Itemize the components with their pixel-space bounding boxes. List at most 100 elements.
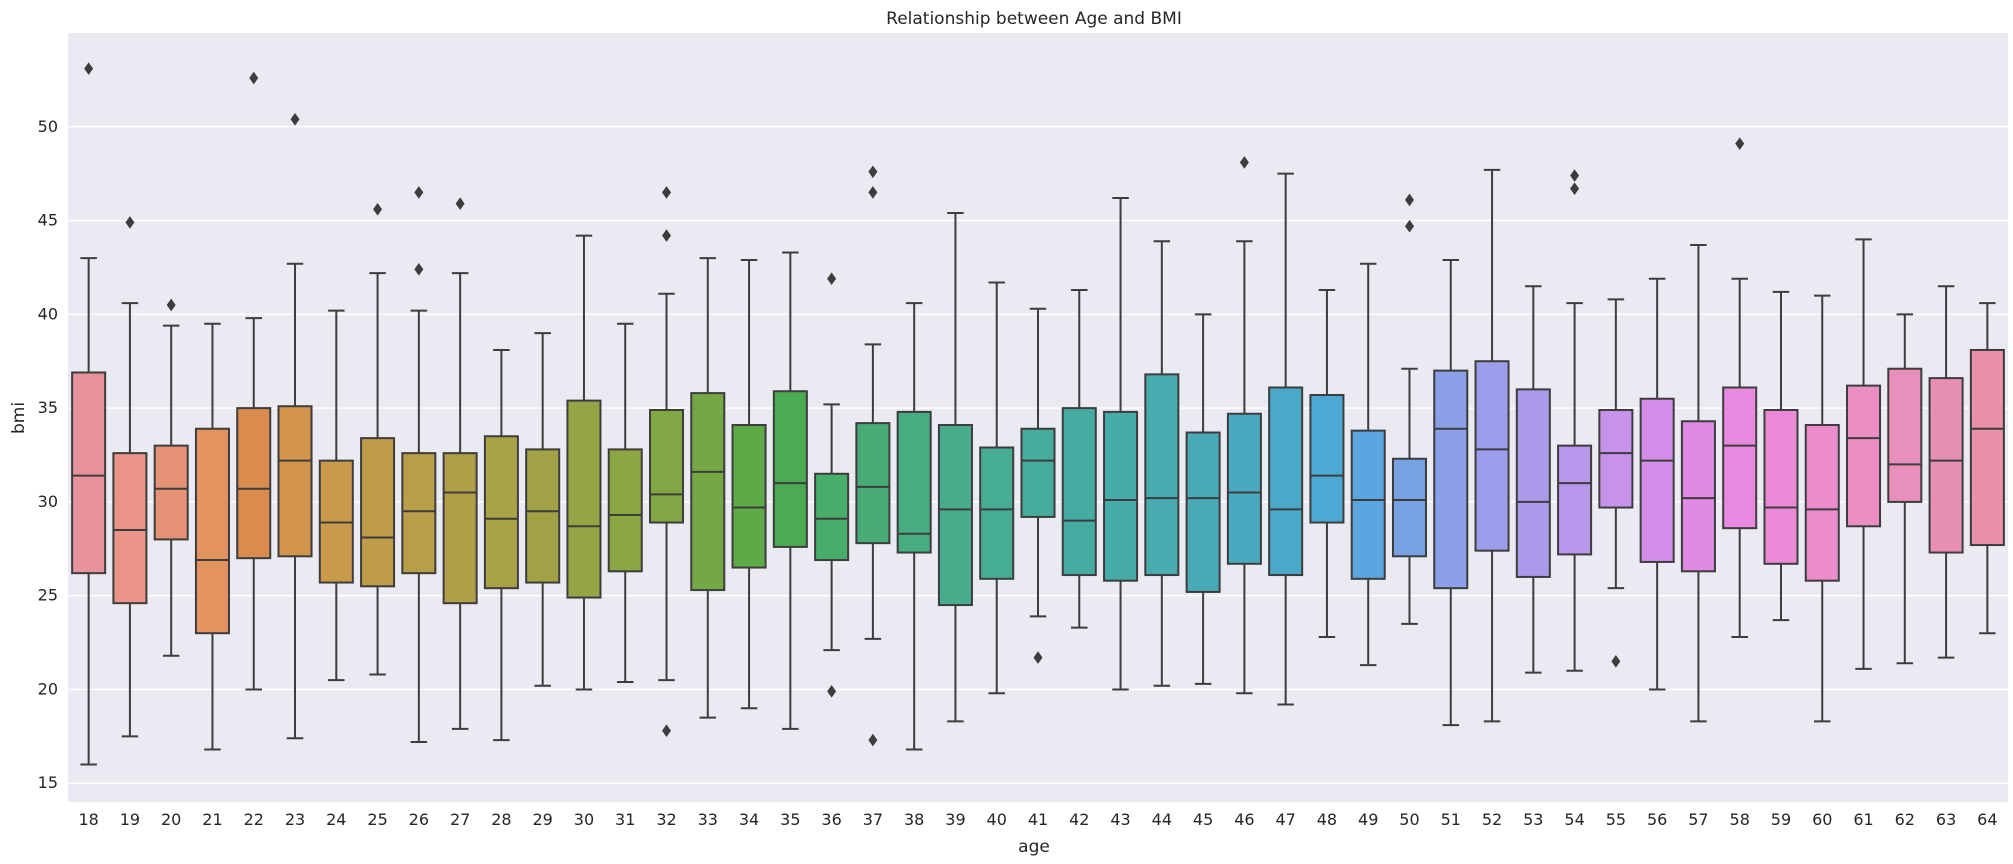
- outlier-point: [125, 216, 135, 229]
- outlier-point: [662, 724, 672, 738]
- x-tick-label-57: 57: [1688, 810, 1708, 829]
- iqr-box: [1185, 431, 1221, 593]
- box-age-30: [566, 234, 602, 691]
- iqr-box: [814, 472, 850, 562]
- box-age-58: [1722, 137, 1758, 638]
- outlier-point: [455, 197, 465, 210]
- iqr-box: [1350, 429, 1386, 580]
- y-tick-label-40: 40: [38, 304, 58, 323]
- iqr-box: [1268, 386, 1304, 577]
- box-age-29: [525, 332, 561, 687]
- x-tick-label-63: 63: [1936, 810, 1956, 829]
- outlier-point: [1570, 182, 1580, 195]
- iqr-box: [1928, 377, 1964, 554]
- outlier-point: [1570, 169, 1580, 182]
- x-tick-label-36: 36: [821, 810, 841, 829]
- x-tick-label-20: 20: [161, 810, 181, 829]
- iqr-box: [525, 448, 561, 584]
- box-age-52: [1474, 168, 1510, 723]
- y-tick-labels: 15 20 25 30 35 40 45 50: [38, 117, 58, 792]
- box-age-24: [318, 309, 354, 682]
- x-tick-label-56: 56: [1647, 810, 1667, 829]
- iqr-box: [896, 410, 932, 554]
- outlier-point: [249, 71, 259, 85]
- iqr-box: [855, 422, 891, 545]
- box-age-26: [401, 186, 437, 743]
- box-age-51: [1433, 258, 1469, 727]
- iqr-box: [1391, 457, 1428, 558]
- box-age-38: [896, 302, 932, 751]
- outlier-point: [1611, 655, 1621, 668]
- box-age-27: [442, 197, 478, 730]
- box-age-61: [1846, 238, 1882, 670]
- box-age-44: [1144, 240, 1180, 687]
- box-age-36: [814, 272, 850, 698]
- iqr-box: [731, 424, 767, 569]
- x-tick-label-23: 23: [285, 810, 305, 829]
- iqr-box: [1722, 386, 1758, 530]
- box-age-56: [1639, 277, 1675, 691]
- outlier-point: [373, 203, 383, 216]
- box-age-50: [1391, 193, 1428, 625]
- outlier-point: [1404, 219, 1414, 233]
- iqr-box: [1887, 367, 1923, 503]
- iqr-box: [442, 452, 478, 605]
- box-age-64: [1969, 302, 2005, 635]
- box-age-40: [979, 281, 1015, 695]
- y-tick-label-15: 15: [38, 773, 58, 792]
- y-axis-label: bmi: [9, 402, 29, 434]
- iqr-box: [649, 408, 685, 524]
- box-age-39: [937, 212, 973, 723]
- iqr-box: [360, 437, 396, 588]
- x-tick-label-31: 31: [615, 810, 635, 829]
- x-tick-label-45: 45: [1193, 810, 1213, 829]
- x-tick-label-60: 60: [1812, 810, 1832, 829]
- iqr-box: [1474, 360, 1510, 552]
- x-tick-label-33: 33: [698, 810, 718, 829]
- iqr-box: [1226, 412, 1262, 565]
- box-age-54: [1557, 169, 1593, 672]
- x-tick-label-22: 22: [244, 810, 264, 829]
- box-age-49: [1350, 262, 1386, 667]
- x-tick-label-44: 44: [1152, 810, 1172, 829]
- x-tick-label-46: 46: [1234, 810, 1254, 829]
- x-tick-label-30: 30: [574, 810, 594, 829]
- x-tick-label-50: 50: [1399, 810, 1419, 829]
- x-tick-label-21: 21: [202, 810, 222, 829]
- x-tick-label-24: 24: [326, 810, 346, 829]
- box-age-28: [483, 348, 519, 742]
- box-age-46: [1226, 156, 1262, 695]
- iqr-box: [1020, 427, 1056, 518]
- y-tick-label-35: 35: [38, 398, 58, 417]
- iqr-box: [1804, 424, 1840, 582]
- box-age-34: [731, 258, 767, 710]
- x-tick-label-53: 53: [1523, 810, 1543, 829]
- x-tick-label-52: 52: [1482, 810, 1502, 829]
- outlier-point: [662, 186, 672, 199]
- box-age-43: [1103, 197, 1139, 691]
- iqr-box: [1515, 388, 1551, 578]
- x-tick-label-51: 51: [1441, 810, 1461, 829]
- outlier-point: [662, 229, 672, 242]
- x-tick-label-39: 39: [945, 810, 965, 829]
- iqr-box: [236, 407, 272, 560]
- x-tick-label-54: 54: [1564, 810, 1584, 829]
- x-tick-label-34: 34: [739, 810, 759, 829]
- box-age-41: [1020, 307, 1056, 664]
- iqr-box: [1969, 348, 2005, 547]
- outlier-point: [290, 112, 300, 126]
- x-tick-label-37: 37: [863, 810, 883, 829]
- boxes-layer: [71, 62, 2005, 766]
- iqr-box: [1763, 408, 1799, 565]
- x-tick-label-38: 38: [904, 810, 924, 829]
- x-tick-label-18: 18: [78, 810, 98, 829]
- y-tick-label-25: 25: [38, 586, 58, 605]
- x-tick-label-43: 43: [1110, 810, 1130, 829]
- box-age-57: [1680, 243, 1716, 723]
- box-age-42: [1061, 288, 1097, 629]
- x-tick-label-26: 26: [409, 810, 429, 829]
- x-tick-label-40: 40: [987, 810, 1007, 829]
- x-tick-label-28: 28: [491, 810, 511, 829]
- iqr-box: [153, 444, 189, 541]
- iqr-box: [1309, 393, 1345, 524]
